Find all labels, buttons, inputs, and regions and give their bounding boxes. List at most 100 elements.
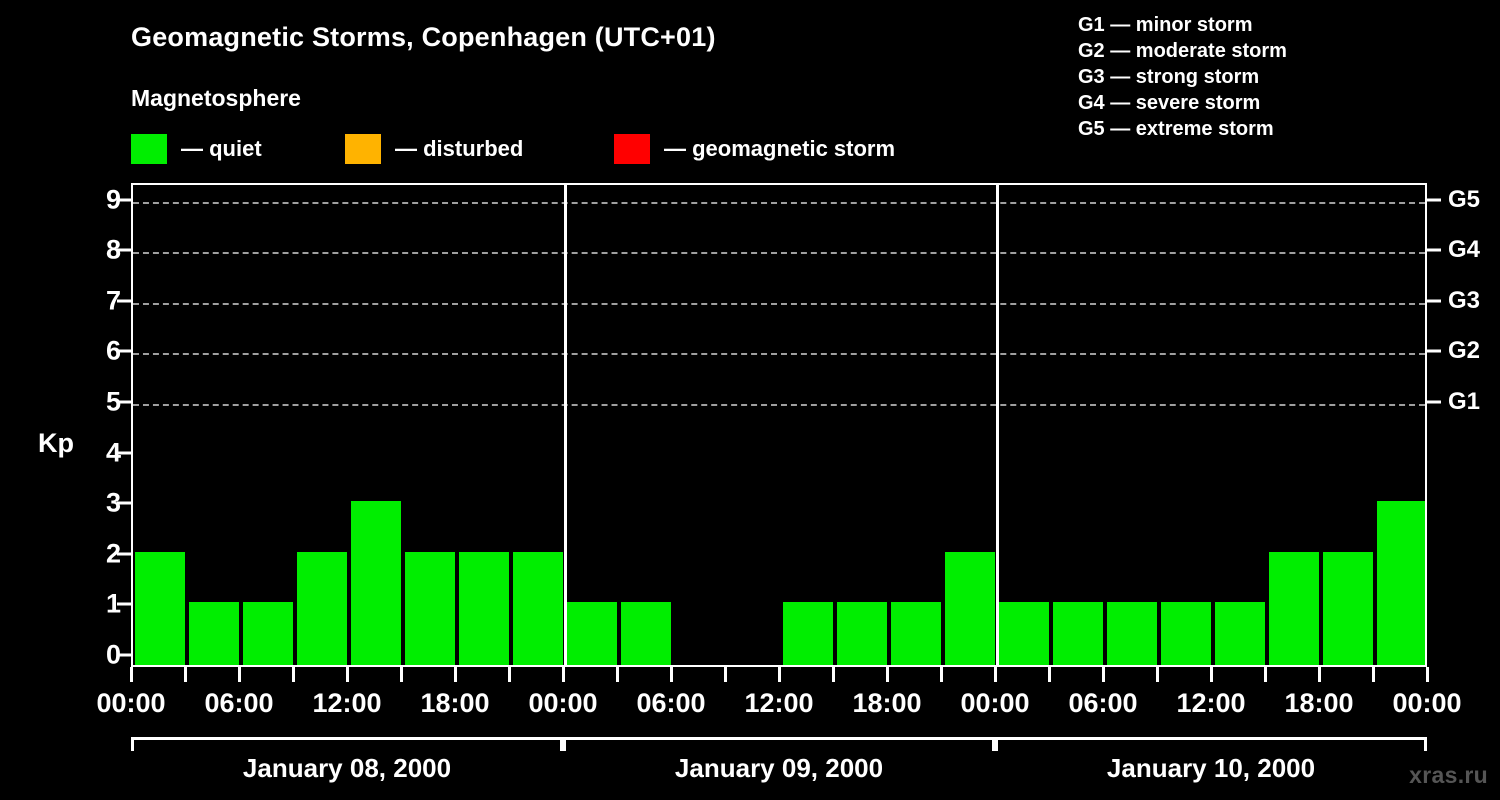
x-tick-mark-22 xyxy=(1318,667,1321,682)
x-tick-label-22: 18:00 xyxy=(1284,688,1354,718)
legend-label-disturbed: — disturbed xyxy=(395,136,524,161)
bar xyxy=(1323,551,1373,665)
storm-key-row-g5: G5 — extreme storm xyxy=(1078,118,1274,140)
x-tick-mark-21 xyxy=(1264,667,1267,682)
y-tick-label-8: 8 xyxy=(105,234,121,265)
day-label-2: January 09, 2000 xyxy=(674,753,884,783)
bar xyxy=(513,551,563,665)
day-bracket-1 xyxy=(131,737,563,751)
bar xyxy=(1161,602,1211,665)
x-tick-mark-13 xyxy=(832,667,835,682)
bar xyxy=(1215,602,1265,665)
y-tick-label-1: 1 xyxy=(105,588,121,619)
x-tick-mark-18 xyxy=(1102,667,1105,682)
bar xyxy=(405,551,455,665)
x-tick-mark-1 xyxy=(184,667,187,682)
x-tick-mark-0 xyxy=(130,667,133,682)
legend-item-disturbed: — disturbed xyxy=(345,133,523,165)
x-tick-mark-2 xyxy=(238,667,241,682)
y-tick-label-3: 3 xyxy=(105,487,121,518)
y-tick-mark-2 xyxy=(117,552,131,556)
x-tick-label-10: 06:00 xyxy=(636,688,706,718)
x-tick-mark-16 xyxy=(994,667,997,682)
day-bracket-3 xyxy=(995,737,1427,751)
day-label-3: January 10, 2000 xyxy=(1106,753,1316,783)
bar xyxy=(1107,602,1157,665)
day-bracket-2 xyxy=(563,737,995,751)
y-tick-label-9: 9 xyxy=(105,184,121,215)
day-divider xyxy=(564,185,567,665)
x-tick-mark-20 xyxy=(1210,667,1213,682)
chart-subtitle: Magnetosphere xyxy=(131,85,301,111)
watermark: xras.ru xyxy=(1409,762,1488,788)
legend-swatch-geomagnetic-storm xyxy=(614,134,650,164)
bar xyxy=(189,602,239,665)
bar xyxy=(567,602,617,665)
g-tick-mark-G5 xyxy=(1427,198,1441,202)
y-tick-label-6: 6 xyxy=(105,335,121,366)
gridline-kp-5 xyxy=(133,404,1425,406)
legend-label-geomagnetic-storm: — geomagnetic storm xyxy=(664,136,896,161)
x-tick-mark-11 xyxy=(724,667,727,682)
bar xyxy=(1053,602,1103,665)
x-tick-mark-19 xyxy=(1156,667,1159,682)
bar xyxy=(243,602,293,665)
g-tick-label-G5: G5 xyxy=(1448,185,1481,213)
g-tick-label-G2: G2 xyxy=(1448,337,1481,365)
day-label-1: January 08, 2000 xyxy=(242,753,452,783)
y-tick-label-0: 0 xyxy=(105,639,121,670)
g-tick-mark-G4 xyxy=(1427,248,1441,252)
legend-swatch-quiet xyxy=(131,134,167,164)
g-tick-mark-G3 xyxy=(1427,299,1441,303)
x-tick-mark-14 xyxy=(886,667,889,682)
g-tick-label-G3: G3 xyxy=(1448,286,1481,314)
x-tick-mark-8 xyxy=(562,667,565,682)
x-tick-label-14: 18:00 xyxy=(852,688,922,718)
x-tick-label-20: 12:00 xyxy=(1176,688,1246,718)
y-tick-mark-0 xyxy=(117,653,131,657)
legend-item-geomagnetic-storm: — geomagnetic storm xyxy=(614,133,895,165)
x-tick-mark-7 xyxy=(508,667,511,682)
x-tick-label-8: 00:00 xyxy=(528,688,598,718)
bar xyxy=(459,551,509,665)
y-tick-label-7: 7 xyxy=(105,285,121,316)
storm-key-row-g1: G1 — minor storm xyxy=(1078,14,1253,36)
y-tick-mark-9 xyxy=(117,198,131,202)
gridline-kp-8 xyxy=(133,252,1425,255)
bar xyxy=(135,551,185,665)
x-tick-label-0: 00:00 xyxy=(96,688,166,718)
page-title: Geomagnetic Storms, Copenhagen (UTC+01) xyxy=(131,22,716,52)
x-tick-label-4: 12:00 xyxy=(312,688,382,718)
y-tick-mark-3 xyxy=(117,501,131,505)
y-tick-mark-6 xyxy=(117,349,131,353)
gridline-kp-6 xyxy=(133,353,1425,356)
g-tick-label-G4: G4 xyxy=(1448,236,1481,264)
y-tick-label-4: 4 xyxy=(105,437,121,468)
x-tick-label-16: 00:00 xyxy=(960,688,1030,718)
bar xyxy=(783,602,833,665)
x-tick-label-2: 06:00 xyxy=(204,688,274,718)
legend-item-quiet: — quiet xyxy=(131,133,262,165)
bar xyxy=(891,602,941,665)
x-tick-mark-10 xyxy=(670,667,673,682)
y-tick-mark-1 xyxy=(117,602,131,606)
x-tick-mark-5 xyxy=(400,667,403,682)
x-tick-label-6: 18:00 xyxy=(420,688,490,718)
y-tick-mark-7 xyxy=(117,299,131,303)
y-tick-label-5: 5 xyxy=(105,386,121,417)
bar xyxy=(999,602,1049,665)
x-tick-mark-15 xyxy=(940,667,943,682)
bar xyxy=(1269,551,1319,665)
x-tick-mark-12 xyxy=(778,667,781,682)
storm-scale-key: G1 — minor storm G2 — moderate storm G3 — … xyxy=(1078,12,1287,142)
plot-inner xyxy=(133,185,1425,665)
x-tick-mark-23 xyxy=(1372,667,1375,682)
g-tick-mark-G2 xyxy=(1427,349,1441,353)
bar xyxy=(297,551,347,665)
x-tick-label-24: 00:00 xyxy=(1392,688,1462,718)
g-tick-mark-G1 xyxy=(1427,400,1441,404)
x-tick-label-12: 12:00 xyxy=(744,688,814,718)
bar xyxy=(1377,501,1425,665)
plot-area xyxy=(131,183,1427,667)
